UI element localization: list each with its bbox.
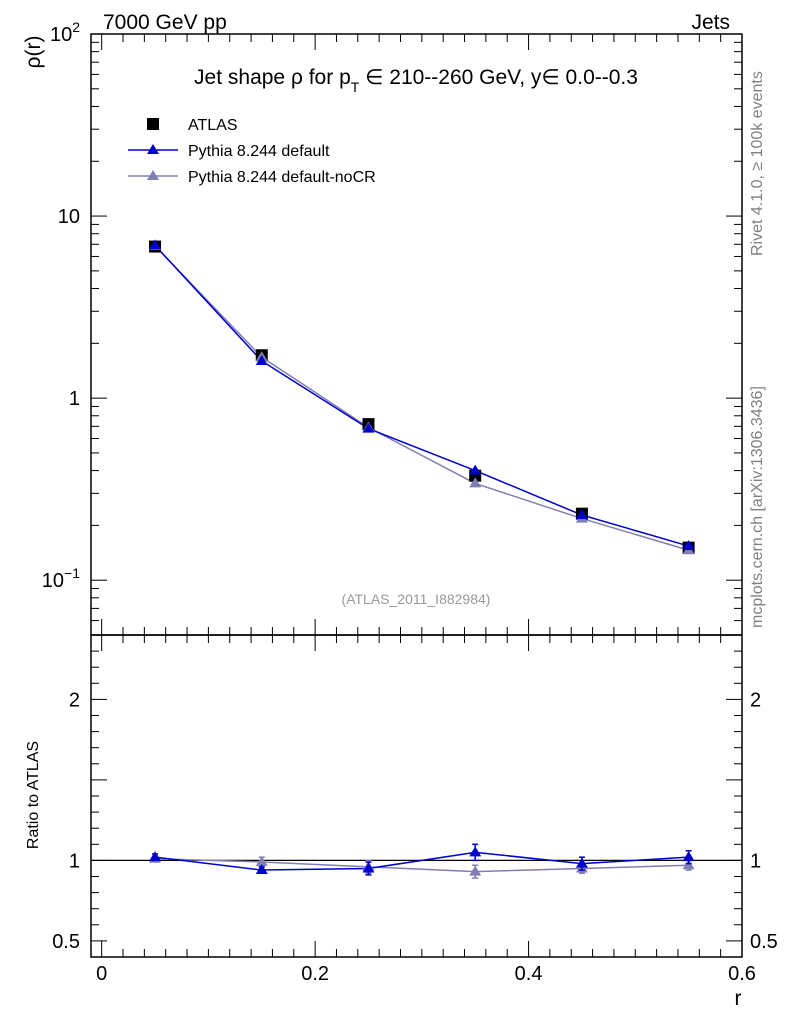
x-tick-label: 0.6 <box>728 963 756 985</box>
ratio-nocr-line <box>155 858 689 873</box>
ratio-y-tick-label-right: 2 <box>750 689 761 711</box>
default-data-point <box>575 509 588 520</box>
legend-default-marker <box>147 144 159 154</box>
ratio-default-point <box>362 862 375 873</box>
x-tick-label: 0 <box>96 963 107 985</box>
main-chart-title: Jet shape ρ for pT ∈ 210--260 GeV, y∈ 0.… <box>194 66 638 95</box>
analysis-watermark: (ATLAS_2011_I882984) <box>342 591 491 607</box>
default-data-point <box>255 354 268 365</box>
legend-nocr-label: Pythia 8.244 default-noCR <box>188 169 376 186</box>
default-data-point <box>682 540 695 551</box>
ratio-y-tick-label: 0.5 <box>52 931 80 953</box>
ratio-default-point <box>149 851 162 862</box>
main-y-tick-label: 102 <box>50 19 80 46</box>
ratio-default-point <box>575 857 588 868</box>
ratio-y-tick-label-right: 1 <box>750 850 761 872</box>
main-y-tick-label: 10 <box>58 206 80 228</box>
x-tick-label: 0.4 <box>515 963 543 985</box>
legend-atlas-label: ATLAS <box>188 117 238 134</box>
energy-label: 7000 GeV pp <box>103 11 227 34</box>
main-y-tick-label: 10−1 <box>42 565 80 592</box>
ratio-panel: 0.5 0.5 1 1 2 2 0 0.2 0.4 0.6 Ratio to ATLAS r <box>25 634 778 1010</box>
main-panel: 10−1 1 10 102 ρ(r) Jet shape ρ for pT ∈ 210… <box>22 19 743 636</box>
legend-atlas-marker <box>147 118 159 130</box>
x-axis-label: r <box>735 987 742 1010</box>
default-line <box>154 244 689 547</box>
x-tick-label: 0.2 <box>301 963 329 985</box>
ratio-y-tick-label-right: 0.5 <box>750 931 778 953</box>
rivet-label: Rivet 4.1.0, ≥ 100k events <box>749 71 766 256</box>
ratio-default-point <box>682 851 695 862</box>
ratio-default-line <box>154 851 689 871</box>
ratio-nocr-point <box>469 865 482 876</box>
main-y-tick-label: 1 <box>69 388 80 410</box>
default-data-point <box>469 464 482 475</box>
ratio-default-point <box>255 864 268 875</box>
ratio-default-point <box>469 846 482 857</box>
nocr-data-point <box>469 477 482 488</box>
ratio-y-tick-label: 1 <box>69 850 80 872</box>
main-y-axis-label: ρ(r) <box>22 36 45 69</box>
legend: ATLAS Pythia 8.244 default Pythia 8.244 … <box>128 117 376 186</box>
default-data-point <box>149 239 162 250</box>
ratio-y-tick-label: 2 <box>69 689 80 711</box>
legend-default-label: Pythia 8.244 default <box>188 143 330 160</box>
mcplots-label: mcplots.cern.ch [arXiv:1306.3436] <box>749 386 766 628</box>
ratio-y-axis-label: Ratio to ATLAS <box>25 741 42 849</box>
nocr-line <box>154 245 689 551</box>
process-label: Jets <box>691 11 730 34</box>
legend-nocr-marker <box>147 170 159 180</box>
ratio-nocr-point <box>255 856 268 867</box>
ratio-frame <box>90 634 743 958</box>
default-data-point <box>362 422 375 433</box>
